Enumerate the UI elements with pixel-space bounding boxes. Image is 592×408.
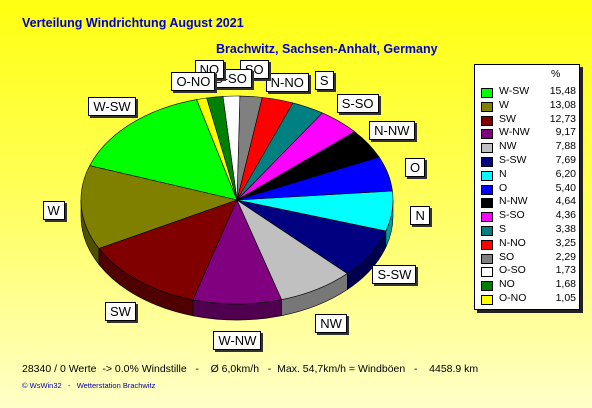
slice-label-o-no: O-NO bbox=[171, 71, 216, 91]
legend-value: 7,69 bbox=[555, 154, 576, 166]
legend-swatch bbox=[481, 143, 493, 154]
slice-label-s: S bbox=[314, 70, 334, 90]
legend-swatch bbox=[481, 88, 493, 98]
chart-title: Verteilung Windrichtung August 2021 bbox=[22, 16, 244, 30]
legend-value: 13,08 bbox=[549, 98, 576, 111]
legend-swatch bbox=[481, 157, 493, 167]
legend-swatch bbox=[481, 239, 493, 250]
slice-label-w-sw: W-SW bbox=[88, 96, 136, 116]
legend-item-n-nw: N-NW 4,64 bbox=[481, 195, 577, 209]
legend-item-n: N 6,20 bbox=[481, 168, 577, 182]
legend-item-s-so: S-SO 4,36 bbox=[481, 209, 577, 223]
legend-value: 5,40 bbox=[555, 181, 576, 194]
legend-label: S-SW bbox=[499, 154, 527, 166]
legend-item-w-nw: W-NW 9,17 bbox=[481, 126, 577, 140]
legend-swatch bbox=[481, 253, 493, 264]
slice-label-n-nw: N-NW bbox=[369, 121, 415, 141]
legend-item-no: NO 1,68 bbox=[481, 278, 577, 292]
legend-swatch bbox=[481, 170, 493, 181]
slice-label-w: W bbox=[42, 201, 65, 221]
statistics-footer: 28340 / 0 Werte -> 0.0% Windstille - Ø 6… bbox=[22, 363, 479, 375]
legend-value: 4,64 bbox=[555, 195, 576, 208]
legend-label: O bbox=[499, 181, 508, 194]
legend-label: W-NW bbox=[499, 126, 530, 139]
pie-slice-w bbox=[80, 165, 239, 249]
legend-value: 2,29 bbox=[555, 250, 576, 263]
slice-label-s-sw: S-SW bbox=[372, 265, 417, 284]
legend-swatch bbox=[481, 115, 493, 126]
legend-swatch bbox=[481, 267, 493, 278]
pie-slice-w-sw bbox=[89, 99, 238, 201]
credit-line: © WsWin32 - Wetterstation Brachwitz bbox=[22, 381, 156, 390]
legend-value: 4,36 bbox=[555, 209, 576, 222]
pie-slice-w-nw bbox=[192, 199, 283, 305]
legend-label: S-SO bbox=[499, 209, 525, 222]
legend-unit: % bbox=[551, 68, 561, 80]
legend-item-nw: NW 7,88 bbox=[481, 140, 577, 154]
legend-value: 6,20 bbox=[555, 167, 576, 180]
slice-label-sw: SW bbox=[105, 301, 136, 321]
legend-label: O-SO bbox=[499, 264, 526, 277]
legend-value: 7,88 bbox=[555, 140, 576, 153]
slice-label-o: O bbox=[404, 157, 426, 177]
legend-label: N bbox=[499, 167, 507, 180]
legend-value: 3,38 bbox=[555, 223, 576, 235]
legend-swatch bbox=[481, 295, 493, 305]
pie-slice-sw bbox=[98, 199, 238, 301]
legend-value: 15,48 bbox=[549, 85, 576, 97]
legend-swatch bbox=[481, 129, 493, 140]
slice-label-n: N bbox=[410, 205, 430, 225]
legend-label: NW bbox=[499, 140, 517, 153]
legend-label: N-NO bbox=[499, 236, 526, 249]
legend-swatch bbox=[481, 212, 493, 223]
legend-item-w-sw: W-SW 15,48 bbox=[481, 85, 577, 99]
legend-swatch bbox=[481, 226, 493, 236]
legend-value: 1,05 bbox=[555, 292, 576, 304]
legend-swatch bbox=[481, 184, 493, 195]
legend-label: O-NO bbox=[499, 292, 527, 304]
legend-value: 1,68 bbox=[555, 278, 576, 291]
legend-item-s: S 3,38 bbox=[481, 223, 577, 237]
legend-label: SO bbox=[499, 250, 515, 263]
legend-label: W-SW bbox=[499, 85, 530, 97]
legend-value: 9,17 bbox=[555, 126, 576, 139]
legend-item-so: SO 2,29 bbox=[481, 251, 577, 265]
legend-item-o-so: O-SO 1,73 bbox=[481, 264, 577, 278]
slice-label-n-no: N-NO bbox=[265, 72, 309, 92]
legend-label: N-NW bbox=[499, 195, 528, 208]
legend-value: 3,25 bbox=[555, 236, 576, 249]
legend-swatch bbox=[481, 198, 493, 209]
slice-label-nw: NW bbox=[315, 314, 347, 334]
legend-item-o-no: O-NO 1,05 bbox=[481, 292, 577, 306]
legend-swatch bbox=[481, 101, 493, 112]
legend-item-o: O 5,40 bbox=[481, 182, 577, 196]
legend-label: SW bbox=[499, 112, 516, 125]
legend-item-w: W 13,08 bbox=[481, 99, 577, 113]
legend-item-s-sw: S-SW 7,69 bbox=[481, 154, 577, 168]
legend: % W-SW 15,48 W 13,08 SW 12,73 W-NW 9,17 NW 7,88 S-… bbox=[474, 64, 580, 310]
slice-label-w-nw: W-NW bbox=[213, 331, 262, 350]
legend-label: S bbox=[499, 223, 507, 235]
pie-slice-o-no bbox=[196, 97, 238, 201]
legend-label: NO bbox=[499, 278, 515, 291]
slice-label-s-so: S-SO bbox=[336, 93, 379, 113]
legend-item-n-no: N-NO 3,25 bbox=[481, 237, 577, 251]
legend-label: W bbox=[499, 98, 509, 111]
chart-subtitle: Brachwitz, Sachsen-Anhalt, Germany bbox=[216, 42, 438, 56]
legend-item-sw: SW 12,73 bbox=[481, 113, 577, 127]
legend-value: 12,73 bbox=[549, 112, 576, 125]
legend-swatch bbox=[481, 281, 493, 292]
legend-value: 1,73 bbox=[555, 264, 576, 277]
